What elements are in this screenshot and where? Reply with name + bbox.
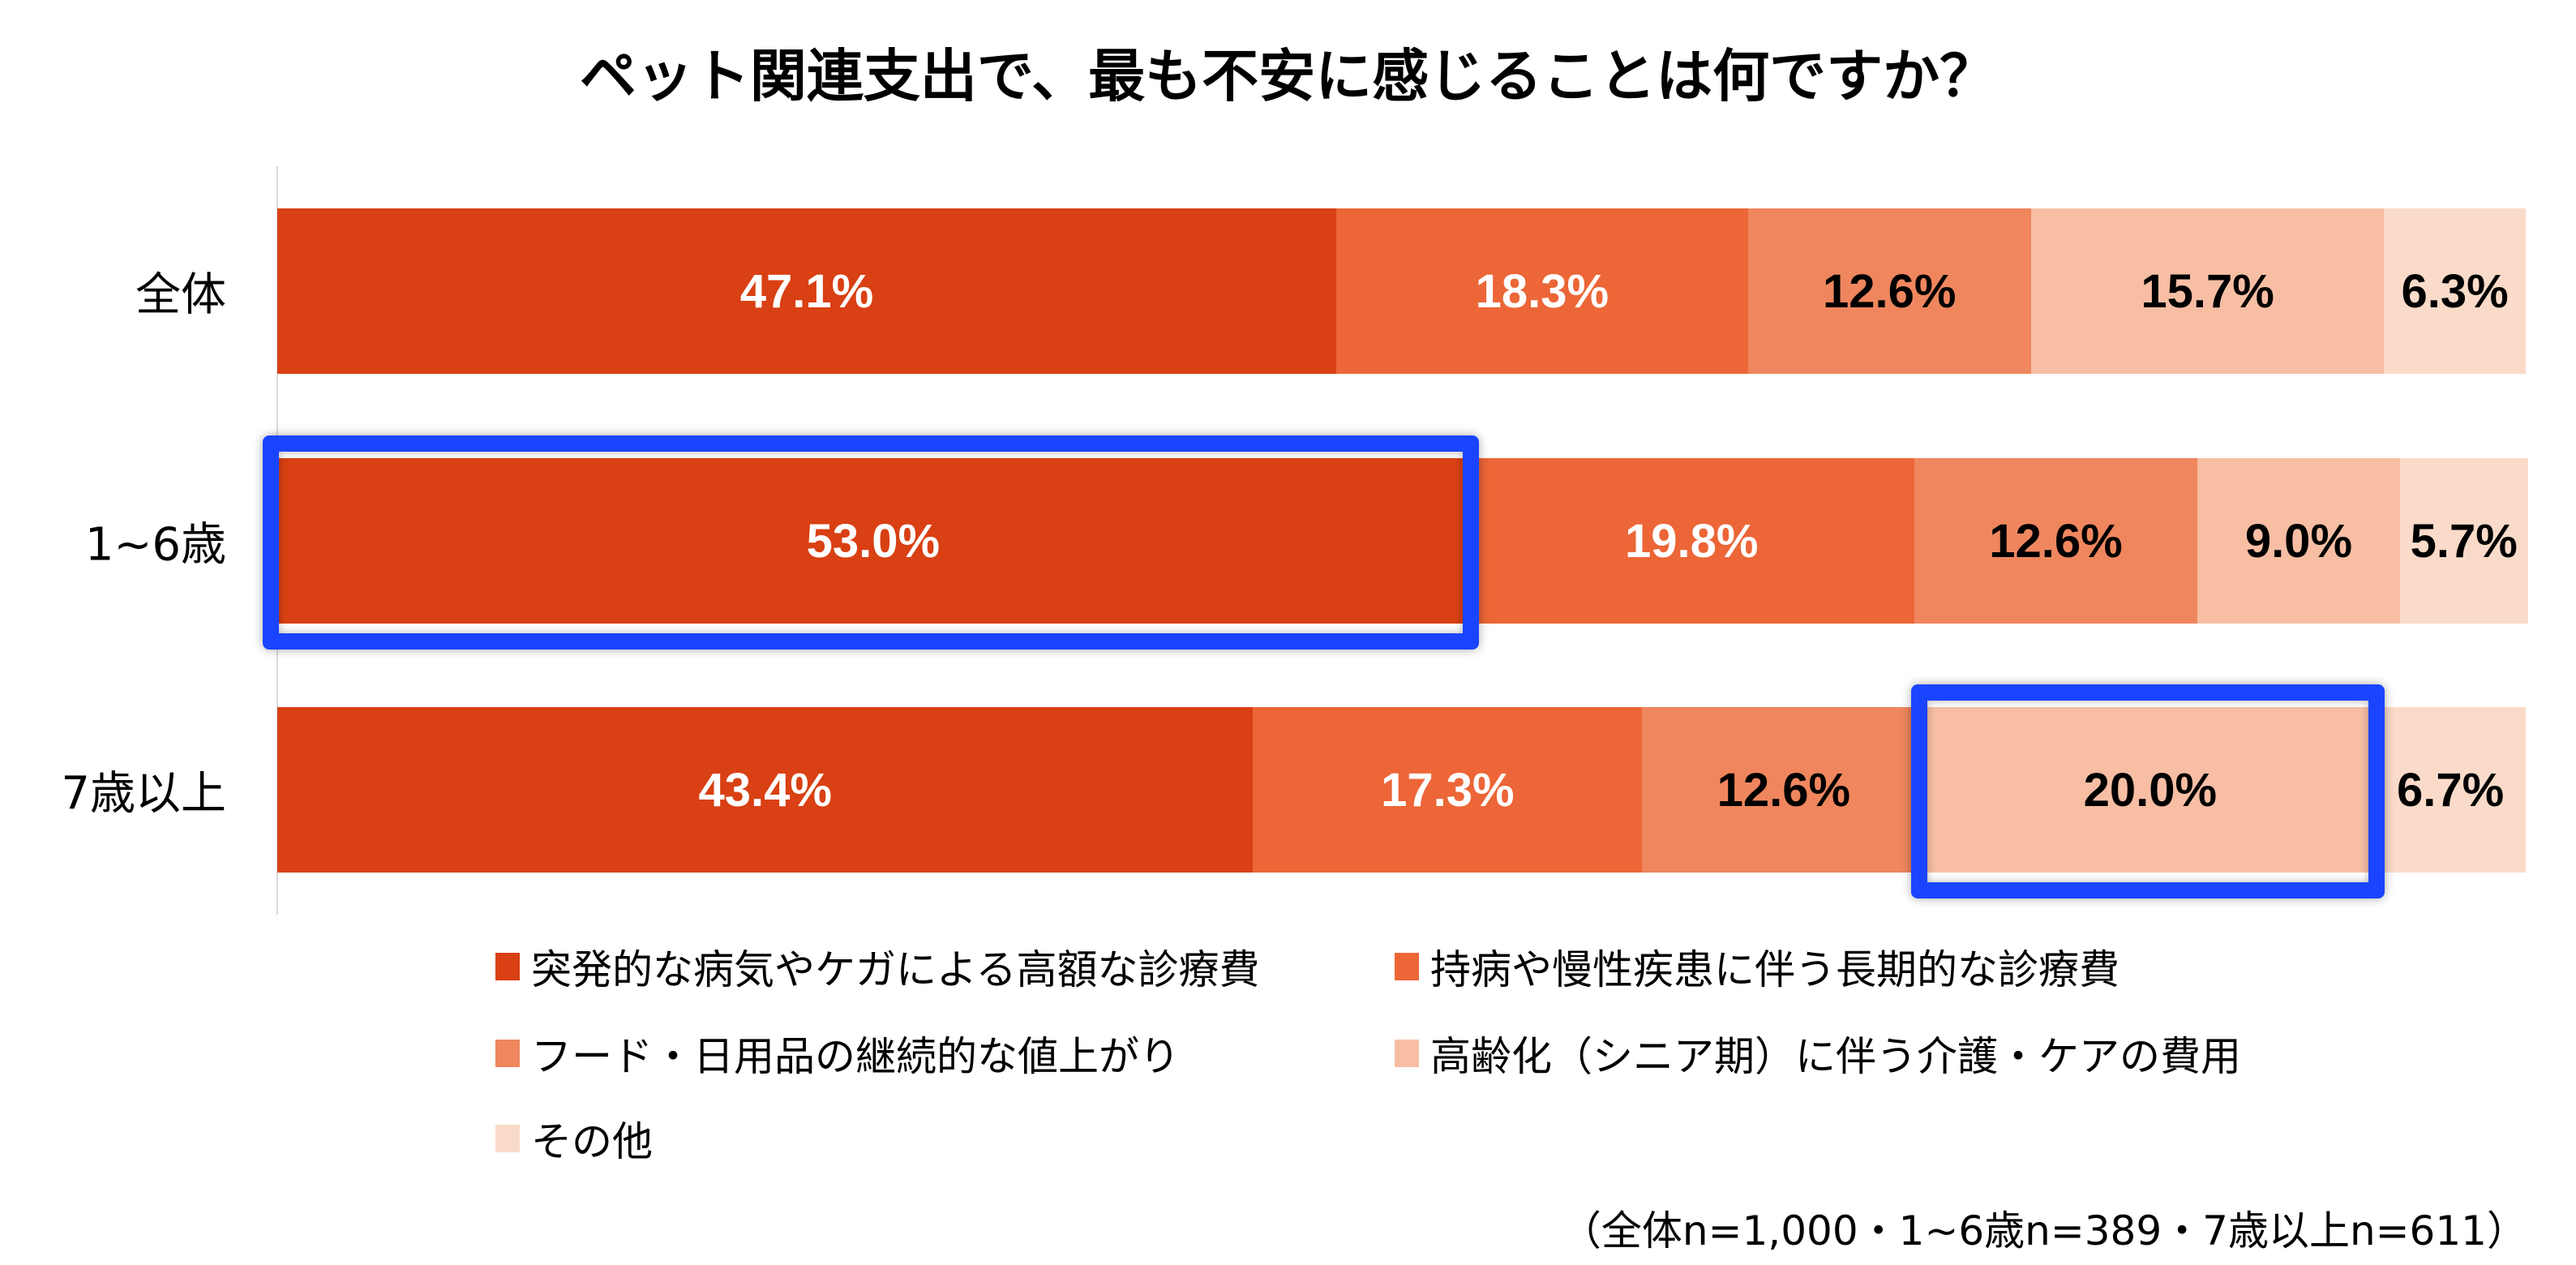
data-label: 12.6% bbox=[1989, 514, 2123, 568]
legend-item: 突発的な病気やケガによる高額な診療費 bbox=[495, 937, 1260, 996]
legend-item: フード・日用品の継続的な値上がり bbox=[495, 1024, 1180, 1083]
data-label: 9.0% bbox=[2244, 514, 2353, 568]
legend-label: 高齢化（シニア期）に伴う介護・ケアの費用 bbox=[1430, 1033, 2241, 1080]
chart-title: ペット関連支出で、最も不安に感じることは何ですか？ bbox=[579, 43, 1997, 109]
bar-segment: 17.3% bbox=[1253, 707, 1643, 873]
highlight-box bbox=[1910, 684, 2385, 898]
bar-segment: 47.1% bbox=[277, 208, 1337, 374]
highlight-box bbox=[263, 435, 1479, 650]
bar-segment: 15.7% bbox=[2030, 208, 2385, 374]
bar-segment: 43.4% bbox=[277, 707, 1254, 873]
data-label: 20.0% bbox=[2083, 763, 2218, 817]
legend-swatch bbox=[1395, 953, 1419, 980]
category-label: 全体 bbox=[135, 268, 226, 322]
data-label: 6.7% bbox=[2396, 763, 2505, 817]
category-label: 7歳以上 bbox=[61, 767, 226, 821]
bar-segment: 20.0% bbox=[1925, 707, 2376, 873]
data-label: 15.7% bbox=[2141, 264, 2274, 318]
legend-swatch bbox=[1395, 1040, 1419, 1067]
legend-label: その他 bbox=[531, 1118, 653, 1165]
data-label: 43.4% bbox=[698, 763, 832, 817]
sample-size-footnote: （全体n=1,000・1~6歳n=389・7歳以上n=611） bbox=[1560, 1207, 2527, 1254]
legend-label: 持病や慢性疾患に伴う長期的な診療費 bbox=[1430, 946, 2120, 993]
bar-segment: 18.3% bbox=[1336, 208, 1748, 374]
legend-item: 持病や慢性疾患に伴う長期的な診療費 bbox=[1395, 937, 2120, 996]
bar-segment: 12.6% bbox=[1914, 458, 2198, 624]
data-label: 5.7% bbox=[2410, 514, 2518, 568]
data-label: 12.6% bbox=[1717, 763, 1851, 817]
bar-segment: 6.7% bbox=[2375, 707, 2526, 873]
data-label: 12.6% bbox=[1822, 264, 1957, 318]
data-label: 17.3% bbox=[1381, 763, 1515, 817]
bar-segment: 53.0% bbox=[277, 458, 1469, 624]
bar-segment: 12.6% bbox=[1642, 707, 1926, 873]
legend-label: フード・日用品の継続的な値上がり bbox=[531, 1033, 1180, 1080]
category-label: 1~6歳 bbox=[84, 518, 226, 572]
legend-swatch bbox=[495, 953, 520, 980]
bar-segment: 9.0% bbox=[2197, 458, 2400, 624]
data-label: 6.3% bbox=[2401, 264, 2509, 318]
legend-item: その他 bbox=[495, 1109, 653, 1168]
bar-segment: 19.8% bbox=[1468, 458, 1914, 624]
bar-segment: 5.7% bbox=[2399, 458, 2528, 624]
data-label: 19.8% bbox=[1624, 514, 1759, 568]
bar-segment: 12.6% bbox=[1747, 208, 2031, 374]
bar-segment: 6.3% bbox=[2384, 208, 2526, 374]
legend-swatch bbox=[495, 1040, 520, 1067]
data-label: 18.3% bbox=[1475, 264, 1609, 318]
legend-label: 突発的な病気やケガによる高額な診療費 bbox=[531, 946, 1260, 993]
data-label: 53.0% bbox=[806, 514, 941, 568]
data-label: 47.1% bbox=[739, 264, 874, 318]
legend-swatch bbox=[495, 1125, 520, 1152]
legend-item: 高齢化（シニア期）に伴う介護・ケアの費用 bbox=[1395, 1024, 2241, 1083]
